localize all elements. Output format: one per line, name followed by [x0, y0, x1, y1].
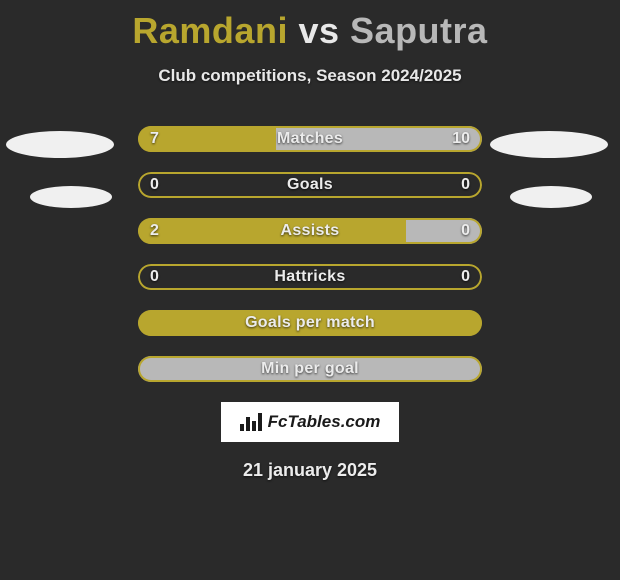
stat-label: Goals	[138, 172, 482, 198]
avatar-placeholder-left-2	[30, 186, 112, 208]
avatar-placeholder-left-1	[6, 131, 114, 158]
player1-name: Ramdani	[132, 10, 288, 51]
badge-text: FcTables.com	[268, 412, 381, 432]
stat-rows-container: 710Matches 00Goals 20Assists 00Hattricks Goa…	[0, 126, 620, 382]
date-label: 21 january 2025	[0, 460, 620, 481]
stat-row: 20Assists	[138, 218, 482, 244]
chart-area: 710Matches 00Goals 20Assists 00Hattricks Goa…	[0, 126, 620, 481]
avatar-placeholder-right-2	[510, 186, 592, 208]
stat-row: 00Goals	[138, 172, 482, 198]
stat-label: Assists	[138, 218, 482, 244]
stat-label: Goals per match	[138, 310, 482, 336]
stat-row: Goals per match	[138, 310, 482, 336]
bar-chart-icon	[240, 413, 262, 431]
player2-name: Saputra	[350, 10, 488, 51]
stat-row: 00Hattricks	[138, 264, 482, 290]
comparison-infographic: Ramdani vs Saputra Club competitions, Se…	[0, 0, 620, 580]
stat-row: 710Matches	[138, 126, 482, 152]
stat-label: Matches	[138, 126, 482, 152]
stat-row: Min per goal	[138, 356, 482, 382]
stat-label: Hattricks	[138, 264, 482, 290]
title-vs: vs	[298, 10, 339, 51]
avatar-placeholder-right-1	[490, 131, 608, 158]
source-badge: FcTables.com	[221, 402, 399, 442]
stat-label: Min per goal	[138, 356, 482, 382]
page-title: Ramdani vs Saputra	[0, 0, 620, 52]
subtitle: Club competitions, Season 2024/2025	[0, 66, 620, 86]
